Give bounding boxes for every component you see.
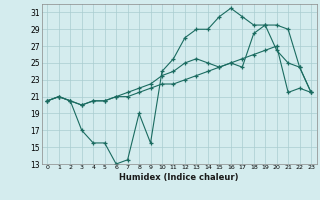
X-axis label: Humidex (Indice chaleur): Humidex (Indice chaleur) (119, 173, 239, 182)
